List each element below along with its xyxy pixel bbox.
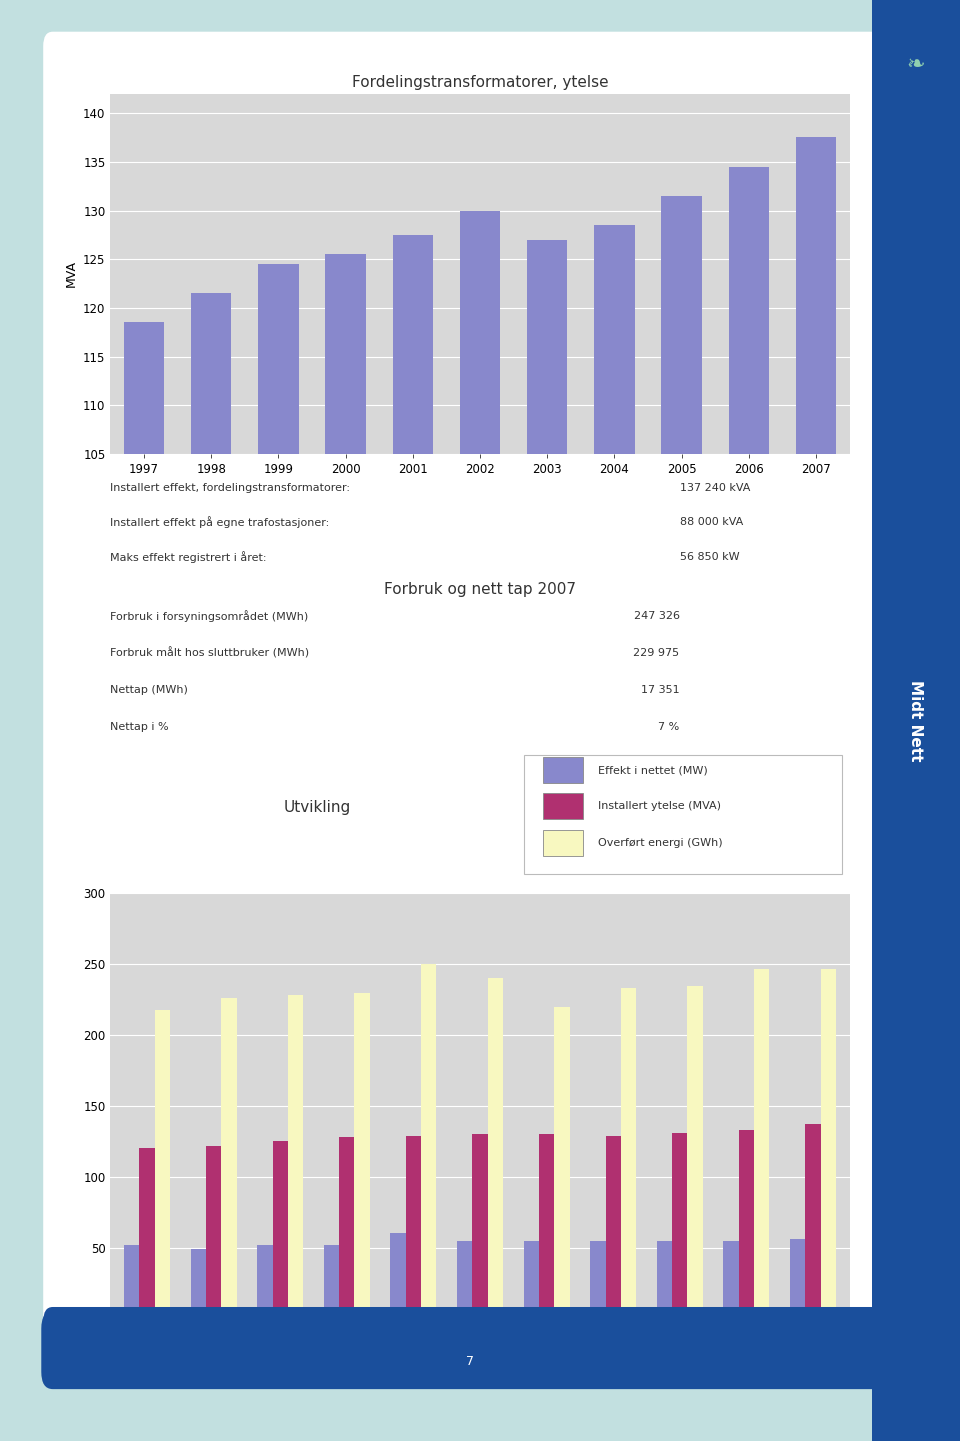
Text: Fordelingstransformatorer, ytelse: Fordelingstransformatorer, ytelse [351,75,609,89]
Text: 137 240 kVA: 137 240 kVA [680,483,750,493]
Bar [590,1241,606,1319]
Text: Effekt i nettet (MW): Effekt i nettet (MW) [598,765,708,775]
Text: Utvikling: Utvikling [284,800,351,816]
Text: Installert effekt på egne trafostasjoner:: Installert effekt på egne trafostasjoner… [110,516,329,529]
Bar [527,239,567,1441]
Bar [124,1245,139,1319]
Bar [324,1245,339,1319]
Bar [258,264,299,1441]
Text: 7 %: 7 % [659,722,680,732]
Bar [288,996,303,1319]
Bar [191,1249,206,1319]
Bar [805,1124,821,1319]
Bar [687,986,703,1319]
FancyBboxPatch shape [542,830,584,856]
Text: 247 326: 247 326 [634,611,680,621]
Bar [796,137,836,1441]
Text: 7: 7 [467,1355,474,1369]
Bar [594,225,635,1441]
Bar [391,1233,406,1319]
Bar [672,1133,687,1319]
Bar [139,1148,155,1319]
Bar [155,1010,170,1319]
Y-axis label: MVA: MVA [64,261,78,287]
Bar [606,1136,621,1319]
Bar [257,1245,273,1319]
Bar [754,968,769,1319]
Bar [657,1241,672,1319]
Bar [406,1136,421,1319]
Bar [621,989,636,1319]
Bar [790,1239,805,1319]
Text: ❧: ❧ [906,55,925,75]
Text: 88 000 kVA: 88 000 kVA [680,517,743,527]
Bar [339,1137,354,1319]
Bar [554,1007,569,1319]
Bar [221,999,236,1319]
Bar [488,978,503,1319]
Text: 229 975: 229 975 [634,648,680,659]
Text: Overført energi (GWh): Overført energi (GWh) [598,837,723,847]
FancyBboxPatch shape [542,757,584,782]
Bar [457,1241,472,1319]
Bar [206,1146,221,1319]
Bar [472,1134,488,1319]
Bar [273,1141,288,1319]
Text: Nettap (MWh): Nettap (MWh) [110,684,188,695]
Text: Installert effekt, fordelingstransformatorer:: Installert effekt, fordelingstransformat… [110,483,350,493]
Text: 17 351: 17 351 [641,684,680,695]
Bar [539,1134,554,1319]
Bar [191,294,231,1441]
Bar [124,323,164,1441]
Text: Forbruk og nett tap 2007: Forbruk og nett tap 2007 [384,582,576,597]
Text: Midt Nett: Midt Nett [908,680,924,761]
Bar [729,167,769,1441]
Bar [460,210,500,1441]
Bar [421,964,437,1319]
Text: Nettap i %: Nettap i % [110,722,169,732]
Text: 56 850 kW: 56 850 kW [680,552,739,562]
FancyBboxPatch shape [524,755,842,873]
Text: Maks effekt registrert i året:: Maks effekt registrert i året: [110,550,267,563]
Text: Forbruk i forsyningsområdet (MWh): Forbruk i forsyningsområdet (MWh) [110,610,309,623]
Bar [523,1241,539,1319]
Bar [393,235,433,1441]
Text: Installert ytelse (MVA): Installert ytelse (MVA) [598,801,721,811]
Bar [821,968,836,1319]
Bar [724,1241,739,1319]
Bar [738,1130,754,1319]
FancyBboxPatch shape [542,794,584,820]
Text: Forbruk målt hos sluttbruker (MWh): Forbruk målt hos sluttbruker (MWh) [110,647,309,659]
Bar [325,254,366,1441]
Bar [661,196,702,1441]
Bar [354,993,370,1319]
